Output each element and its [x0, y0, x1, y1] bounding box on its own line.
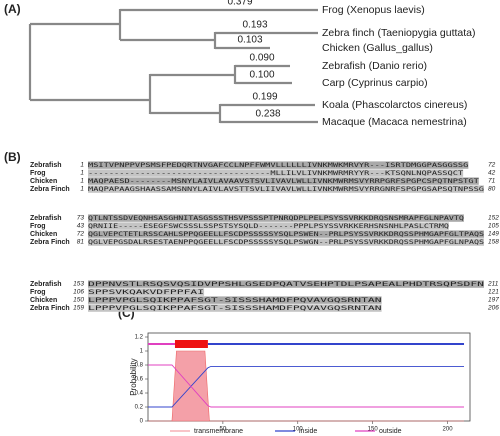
sequence: QGLVEPGSDALRSESTAENPPQGEELLFSCDPSSSSSYSQ… — [88, 238, 484, 246]
leaf-name: Chicken (Gallus_gallus) — [322, 42, 433, 54]
sequence-shading — [88, 280, 484, 288]
sequence: SPPSVKQAKVDFPPFAI — [88, 288, 204, 296]
sequence: QTLNTSSDVEQNHSASGHNITASGSSSTHSVPSSSPTPNR… — [88, 214, 464, 222]
y-tick-label: 0.8 — [135, 363, 144, 369]
species-name: Zebrafish — [30, 215, 62, 222]
start-position: 153 — [73, 281, 84, 288]
y-axis-label: Probability — [129, 358, 138, 395]
start-position: 81 — [77, 239, 85, 246]
start-position: 72 — [77, 231, 85, 238]
y-tick-label: 1.2 — [135, 335, 144, 341]
branch-length: 0.090 — [249, 53, 274, 64]
x-tick-label: 150 — [368, 427, 379, 433]
end-position: 211 — [487, 281, 499, 288]
sequence: MAQPAESD--------MSNYLAIVLAVAAVSTSVLIVAVL… — [88, 177, 479, 185]
topology-region — [207, 343, 465, 345]
sequence: QGLVEPCTETLRSSCAHLSPPQGEELLFSCDPSSSSSYSQ… — [88, 230, 484, 238]
legend-label: transmembrane — [194, 428, 243, 435]
start-position: 159 — [73, 305, 84, 312]
x-tick-label: 100 — [293, 427, 304, 433]
topology-region — [148, 343, 175, 345]
sequence-shading — [88, 185, 484, 193]
sequence-shading — [88, 222, 449, 230]
species-name: Zebrafish — [30, 281, 62, 288]
end-position: 152 — [488, 215, 499, 222]
leaf-name: Carp (Cyprinus carpio) — [322, 77, 428, 89]
panel-label: (B) — [4, 150, 21, 164]
species-name: Chicken — [30, 231, 57, 238]
probability-line — [148, 364, 465, 408]
end-position: 42 — [488, 170, 496, 177]
species-name: Zebra Finch — [30, 305, 70, 312]
y-tick-label: 0.6 — [135, 377, 144, 383]
end-position: 158 — [488, 239, 499, 246]
sequence: -----------------------------------MLLIL… — [88, 169, 463, 177]
leaf-name: Zebrafish (Danio rerio) — [322, 60, 427, 72]
branch-length: 0.103 — [237, 35, 262, 46]
panel-label: (A) — [4, 2, 21, 16]
sequence: QRNIIE-----ESEGFSWCSSSLSSPSTSYSQLD------… — [88, 222, 449, 230]
sequence-shading — [88, 214, 464, 222]
end-position: 121 — [488, 289, 499, 296]
start-position: 1 — [80, 178, 84, 185]
start-position: 1 — [80, 170, 84, 177]
x-tick-label: 50 — [220, 427, 227, 433]
y-tick-label: 0.4 — [135, 391, 144, 397]
branch-length: 0.193 — [242, 20, 267, 31]
leaf-name: Koala (Phascolarctos cinereus) — [322, 99, 467, 111]
sequence-shading — [88, 177, 479, 185]
sequence: MAQPAPAAGSHAASSAMSNNYLAIVLAVSTTSVLIIVAVL… — [88, 185, 484, 193]
y-tick-label: 0 — [140, 419, 144, 425]
x-tick-label: 200 — [443, 427, 454, 433]
start-position: 43 — [77, 223, 85, 230]
species-name: Zebra Finch — [30, 239, 70, 246]
sequence-shading — [88, 304, 382, 312]
sequence: DPPNVSTLRSQSVQSIDVPPSHLGSEDPQATVSEHPTDLP… — [88, 280, 484, 288]
sequence-shading — [88, 161, 469, 169]
species-name: Frog — [30, 170, 46, 177]
leaf-name: Macaque (Macaca nemestrina) — [322, 116, 467, 128]
end-position: 206 — [487, 305, 499, 312]
sequence: LPPPVPGLSQIKPPAFSGT-SISSSHAMDFPQVAVGQSRN… — [88, 296, 382, 304]
start-position: 106 — [73, 289, 84, 296]
probability-line — [148, 365, 465, 408]
sequence-shading — [88, 296, 382, 304]
leaf-name: Frog (Xenopus laevis) — [322, 4, 425, 16]
y-tick-label: 0.2 — [135, 405, 144, 411]
branch-length: 0.238 — [255, 109, 280, 120]
species-name: Zebra Finch — [30, 186, 70, 193]
end-position: 72 — [488, 162, 496, 169]
end-position: 105 — [488, 223, 499, 230]
topology-region — [174, 340, 208, 348]
end-position: 149 — [488, 231, 499, 238]
y-tick-label: 1 — [140, 349, 144, 355]
sequence-shading — [88, 169, 464, 177]
branch-length: 0.199 — [252, 92, 277, 103]
sequence-shading — [88, 288, 205, 296]
start-position: 1 — [80, 186, 84, 193]
start-position: 73 — [77, 215, 85, 222]
start-position: 150 — [73, 297, 84, 304]
species-name: Chicken — [30, 178, 57, 185]
sequence-shading — [88, 230, 484, 238]
branch-length: 0.100 — [249, 70, 274, 81]
species-name: Frog — [30, 223, 46, 230]
species-name: Chicken — [30, 297, 57, 304]
species-name: Frog — [30, 289, 46, 296]
sequence: MSITVPNPPVPSMSFPEDQRTNVGAFCCLNPFFWMVLLLL… — [88, 161, 468, 169]
species-name: Zebrafish — [30, 162, 62, 169]
transmembrane-area — [148, 350, 465, 422]
end-position: 80 — [488, 186, 496, 193]
legend-label: inside — [299, 428, 317, 435]
branch-length: 0.379 — [227, 0, 252, 8]
start-position: 1 — [80, 162, 84, 169]
sequence-shading — [88, 238, 484, 246]
legend-label: outside — [379, 428, 402, 435]
leaf-name: Zebra finch (Taeniopygia guttata) — [322, 27, 476, 39]
tree-lines — [28, 8, 318, 124]
end-position: 197 — [488, 297, 499, 304]
sequence: LPPPVPGLSQIKPPAFSGT-SISSSHAMDFPQVAVGQSRN… — [88, 304, 382, 312]
end-position: 71 — [488, 178, 496, 185]
